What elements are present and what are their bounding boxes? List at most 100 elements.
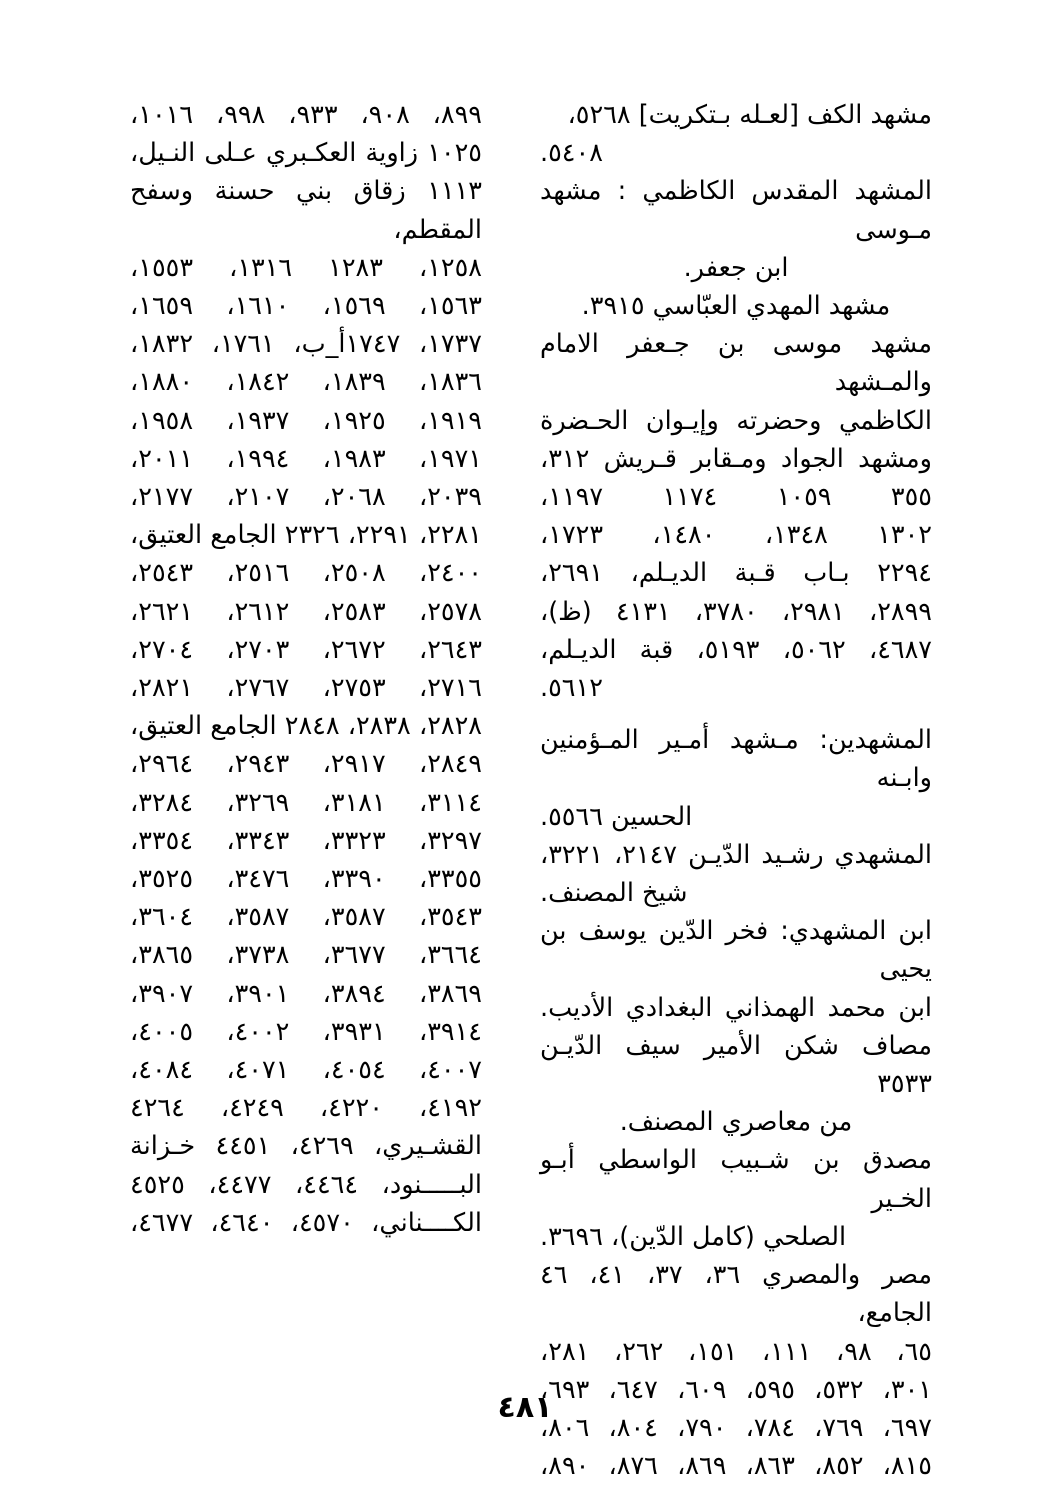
- reference-number: ١٥٥٣،: [130, 252, 194, 283]
- two-column-body: مشهد الكف [لعـله بـتكريت] ٥٢٦٨، ٥٤٠٨. ال…: [118, 96, 932, 1485]
- reference-number: ٢٥١٦،: [226, 558, 290, 589]
- reference-number: ٣٣٩٠،: [322, 864, 386, 895]
- reference-number: ١٨٨٠،: [130, 367, 194, 398]
- reference-number: ٢٥٤٣،: [130, 558, 194, 589]
- reference-number: ١١١،: [762, 1336, 812, 1367]
- reference-number: ١٢٨٣: [328, 252, 383, 283]
- reference-number: ٣٧٣٨،: [226, 940, 290, 971]
- reference-number: ٣٣٤٣،: [226, 825, 290, 856]
- reference-number: ٢٤٠٠،: [418, 558, 482, 589]
- entry-line: الصلحي (كامل الدّين)، ٣٦٩٦.: [540, 1221, 847, 1252]
- reference-number: ٢٧٠٣،: [226, 634, 290, 665]
- reference-number-row: ١٨٣٦، ١٨٣٩، ١٨٤٢، ١٨٨٠،: [130, 363, 482, 401]
- index-entry: مصدق بن شـبيب الواسطي أبـو الخـير الصلحي…: [540, 1141, 932, 1256]
- reference-number: ١٤٨٠،: [652, 520, 716, 551]
- reference-number: ٤٢٢٠،: [319, 1093, 383, 1124]
- reference-number: ٤١٩٢،: [418, 1093, 482, 1124]
- reference-number-row: ١٩٧١، ١٩٨٣، ١٩٩٤، ٢٠١١،: [130, 440, 482, 478]
- reference-number: ٨٩٩،: [432, 100, 482, 130]
- reference-number-row: ١٢٥٨، ١٢٨٣ ١٣١٦، ١٥٥٣،: [130, 249, 482, 287]
- reference-number: ٨٥٢،: [814, 1451, 864, 1482]
- entry-line: ١٠٢٥ زاوية العكـبري عـلى النـيل،: [130, 138, 482, 169]
- reference-number: ٤٢٤٩،: [220, 1093, 284, 1124]
- reference-number: ٢١٧٧،: [130, 482, 194, 513]
- reference-number: ١٨٣٦،: [418, 367, 482, 398]
- entry-line: الكــــناني، ٤٥٧٠، ٤٦٤٠، ٤٦٧٧،: [130, 1207, 482, 1238]
- index-entry: القشـيري، ٤٢٦٩، ٤٤٥١ خـزانة البـــــنود،…: [130, 1127, 482, 1242]
- reference-number: ٣٥٨٧،: [226, 902, 290, 933]
- column-right: مشهد الكف [لعـله بـتكريت] ٥٢٦٨، ٥٤٠٨. ال…: [540, 96, 932, 1485]
- reference-number: ٢٨٢١،: [130, 673, 194, 704]
- reference-number: ٣٩٣١،: [322, 1016, 386, 1047]
- page-number: ٤٨١: [497, 1390, 553, 1425]
- reference-number-row: ١٥٦٣، ١٥٦٩، ١٦١٠، ١٦٥٩،: [130, 287, 482, 325]
- reference-number: ٤٠٠٥،: [130, 1016, 194, 1047]
- reference-number: ١١٧٤: [662, 482, 718, 513]
- reference-number: ٢٩١٧،: [322, 749, 386, 780]
- reference-number: ١٦٥٩،: [130, 291, 194, 322]
- reference-number: ١٢٥٨،: [418, 252, 482, 283]
- reference-number: ٣٣٥٤،: [130, 825, 194, 856]
- reference-number: ٧٦٩،: [814, 1412, 864, 1443]
- reference-number: ٢٠١١،: [130, 443, 194, 474]
- entry-line: المشهد المقدس الكاظمي : مشهد مـوسى: [540, 176, 932, 245]
- reference-number: ٢٧٠٤،: [130, 634, 194, 665]
- reference-number: ٢٧٦٧،: [226, 673, 290, 704]
- reference-number-row: ١٣٠٢ ١٣٤٨، ١٤٨٠، ١٧٢٣،: [540, 516, 932, 554]
- reference-number-row: ٢٦٤٣، ٢٦٧٢، ٢٧٠٣، ٢٧٠٤،: [130, 631, 482, 669]
- reference-number-row: ٢٥٧٨، ٢٥٨٣، ٢٦١٢، ٢٦٢١،: [130, 593, 482, 631]
- entry-line: القشـيري، ٤٢٦٩، ٤٤٥١ خـزانة: [130, 1131, 482, 1162]
- reference-number: ٢٩٤٣،: [226, 749, 290, 780]
- index-entry: مصر والمصري ٣٦، ٣٧، ٤١، ٤٦ الجامع،: [540, 1256, 932, 1332]
- entry-line-mixed: ٢٢٨١، ٢٢٩١، ٢٣٢٦ الجامع العتيق،: [130, 520, 482, 551]
- entry-line: ٥٤٠٨.: [540, 138, 603, 169]
- entry-line: ابن محمد الهمذاني البغدادي الأديب.: [540, 992, 932, 1023]
- reference-number: ٦٥،: [896, 1336, 932, 1367]
- reference-number-row: ٤١٩٢، ٤٢٢٠، ٤٢٤٩، ٤٢٦٤: [130, 1089, 482, 1127]
- reference-number-row: ٦٩٧، ٧٦٩، ٧٨٤، ٧٩٠، ٨٠٤، ٨٠٦،: [540, 1409, 932, 1447]
- index-entry: مشهد الكف [لعـله بـتكريت] ٥٢٦٨، ٥٤٠٨.: [540, 96, 932, 172]
- reference-number: ٢٠٣٩،: [418, 482, 482, 513]
- reference-number: ٩٩٨،: [215, 100, 266, 130]
- reference-number: ٣٣٢٣،: [322, 825, 386, 856]
- reference-number: ٦٠٩،: [677, 1374, 727, 1405]
- entry-line: مصاف شكن الأمير سيف الدّيـن ٣٥٣٣: [540, 1030, 932, 1100]
- reference-number: ١٩٩٤،: [226, 443, 290, 474]
- reference-number: ٣٩٠٧،: [130, 978, 194, 1009]
- reference-number: ٥٣٢،: [814, 1374, 864, 1405]
- reference-number: ٨٦٣،: [745, 1451, 795, 1482]
- reference-number: ١٩٢٥،: [322, 405, 386, 436]
- reference-number: ٩٨،: [836, 1336, 872, 1367]
- reference-number: ٢٨٤٩،: [418, 749, 482, 780]
- reference-number: ٤٢٦٤: [130, 1093, 185, 1124]
- entry-line: المشهدي رشـيد الدّيـن ٢١٤٧، ٣٢٢١،: [540, 839, 932, 870]
- reference-number: ١٠١٦،: [130, 100, 194, 130]
- index-entry: مشهد موسى بن جـعفر الامام والمـشهد الكاظ…: [540, 325, 932, 478]
- reference-number: ١٧٢٣،: [540, 520, 604, 551]
- reference-number: ٤٠٧١،: [226, 1055, 290, 1086]
- reference-number: ٨٩٠،: [540, 1451, 590, 1482]
- reference-number: ٢٦٤٣،: [418, 634, 482, 665]
- reference-number: ١٠٥٩: [776, 482, 832, 513]
- column-left: ٨٩٩، ٩٠٨، ٩٣٣، ٩٩٨، ١٠١٦، ١٠٢٥ زاوية الع…: [130, 96, 482, 1242]
- reference-number: ٧٨٤،: [745, 1412, 795, 1443]
- reference-number: ٢٥٧٨،: [418, 596, 482, 627]
- reference-number: ٣٠١،: [882, 1374, 932, 1405]
- reference-number: ٣٥٢٥،: [130, 864, 194, 895]
- reference-number: ٣٨٦٥،: [130, 940, 194, 971]
- reference-number: ٨٠٦،: [540, 1412, 590, 1443]
- reference-number-row: ٨٩٩، ٩٠٨، ٩٣٣، ٩٩٨، ١٠١٦،: [130, 96, 482, 134]
- reference-number: ١٥٦٣،: [418, 291, 482, 322]
- reference-number: ١٨٤٢،: [226, 367, 290, 398]
- reference-number: ٩٠٨،: [360, 100, 410, 130]
- entry-line: الكاظمي وحضرته وإيـوان الحـضرة: [540, 405, 932, 436]
- reference-number-row: ١٧٣٧، ١٧٤٧أ_ب، ١٧٦١، ١٨٣٢،: [130, 329, 482, 360]
- index-entry: ١٠٢٥ زاوية العكـبري عـلى النـيل، ١١١٣ زق…: [130, 134, 482, 249]
- reference-number: ٩٣٣،: [288, 100, 338, 130]
- reference-number-row: ٦٥، ٩٨، ١١١، ١٥١، ٢٦٢، ٢٨١،: [540, 1333, 932, 1371]
- reference-number: ١٨٣٩،: [322, 367, 386, 398]
- entry-line: المشهدين: مـشهد أمـير المـؤمنين وابـنه: [540, 725, 932, 794]
- reference-number: ١٥٦٩،: [322, 291, 386, 322]
- entry-line: الحسين ٥٥٦٦.: [540, 801, 693, 832]
- reference-number-row: ٣٦٦٤، ٣٦٧٧، ٣٧٣٨، ٣٨٦٥،: [130, 936, 482, 974]
